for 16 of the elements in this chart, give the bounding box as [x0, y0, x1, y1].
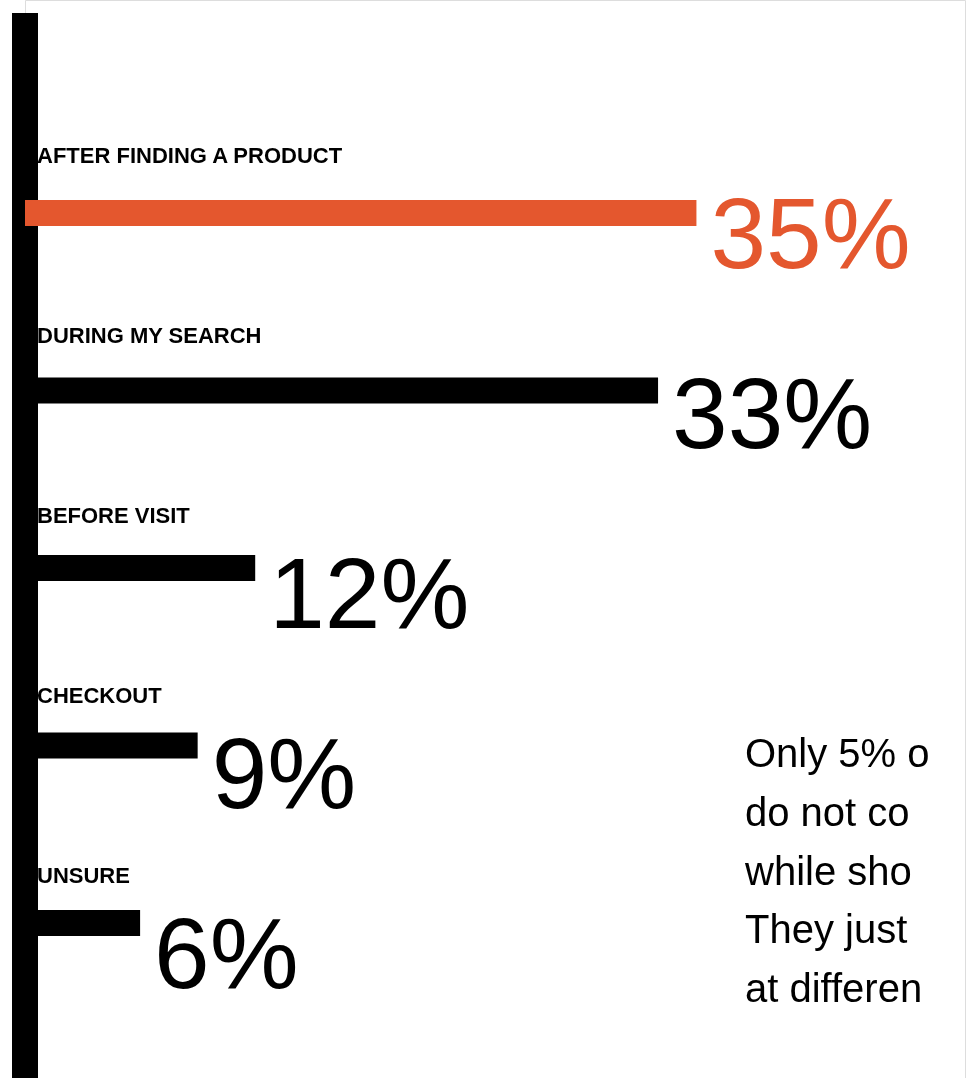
annotation: do not co: [745, 789, 910, 834]
data-label: 12%: [269, 537, 470, 649]
annotation: They just: [745, 907, 908, 952]
annotation: at differen: [745, 966, 923, 1010]
y-tick-label: CHECKOUT: [37, 683, 163, 708]
y-tick-label: BEFORE VISIT: [37, 503, 191, 528]
data-label: 6%: [154, 897, 299, 1009]
bar: [25, 200, 697, 226]
data-label: 33%: [672, 357, 873, 469]
y-tick-label: UNSURE: [37, 863, 130, 888]
y-tick-label: AFTER FINDING A PRODUCT: [37, 143, 343, 168]
annotation: while sho: [744, 848, 912, 893]
data-label: 35%: [710, 177, 911, 289]
annotation: Only 5% o: [745, 731, 930, 775]
y-tick-label: DURING MY SEARCH: [37, 323, 262, 348]
data-label: 9%: [211, 717, 357, 829]
